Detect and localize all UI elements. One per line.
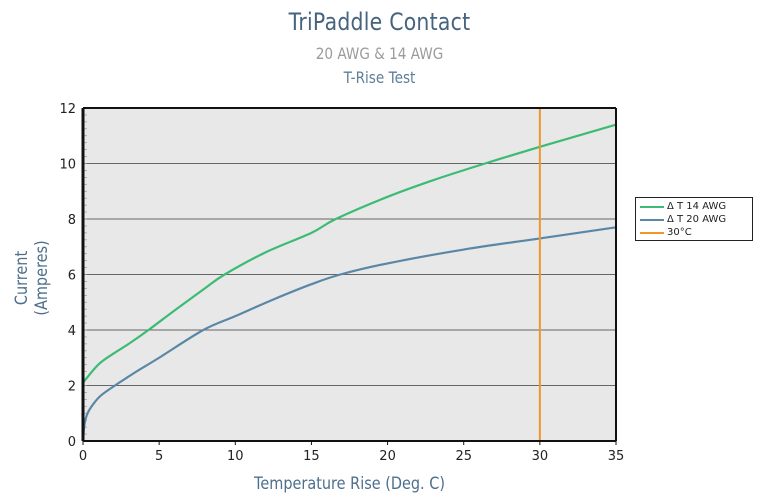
x-axis-label: Temperature Rise (Deg. C) xyxy=(254,474,445,494)
legend-item-30c: 30°C xyxy=(640,226,748,239)
series-line xyxy=(82,123,617,384)
x-tick-label: 5 xyxy=(155,449,163,464)
legend-label: Δ T 20 AWG xyxy=(667,214,727,225)
x-tick-label: 0 xyxy=(79,449,87,464)
gridlines xyxy=(83,163,616,386)
x-tick-label: 10 xyxy=(227,449,244,464)
legend-item-20awg: Δ T 20 AWG xyxy=(640,213,748,226)
legend-swatch xyxy=(640,218,664,221)
y-tick-label: 0 xyxy=(68,435,76,450)
legend-item-14awg: Δ T 14 AWG xyxy=(640,200,748,213)
series-line xyxy=(81,226,617,442)
x-tick-label: 15 xyxy=(303,449,320,464)
y-tick-label: 4 xyxy=(68,324,76,339)
y-tick-label: 10 xyxy=(59,158,76,173)
legend: Δ T 14 AWG Δ T 20 AWG 30°C xyxy=(635,197,753,241)
series-lines xyxy=(81,108,617,442)
chart-title: TriPaddle Contact xyxy=(288,8,471,36)
y-tick-label: 6 xyxy=(68,269,76,284)
y-tick-label: 12 xyxy=(59,102,76,117)
chart-test-name: T-Rise Test xyxy=(343,68,416,87)
x-tick-label: 35 xyxy=(608,449,625,464)
legend-swatch xyxy=(640,231,664,234)
legend-label: 30°C xyxy=(667,227,692,238)
y-tick-label: 2 xyxy=(68,380,76,395)
y-tick-label: 8 xyxy=(68,213,76,228)
legend-swatch xyxy=(640,205,664,208)
legend-label: Δ T 14 AWG xyxy=(667,201,727,212)
tick-labels: 0 5 10 15 20 25 30 35 0 2 4 6 8 10 12 xyxy=(59,102,624,464)
x-tick-label: 20 xyxy=(379,449,396,464)
x-tick-label: 30 xyxy=(532,449,549,464)
chart-subtitle: 20 AWG & 14 AWG xyxy=(315,44,444,63)
x-tick-label: 25 xyxy=(455,449,472,464)
